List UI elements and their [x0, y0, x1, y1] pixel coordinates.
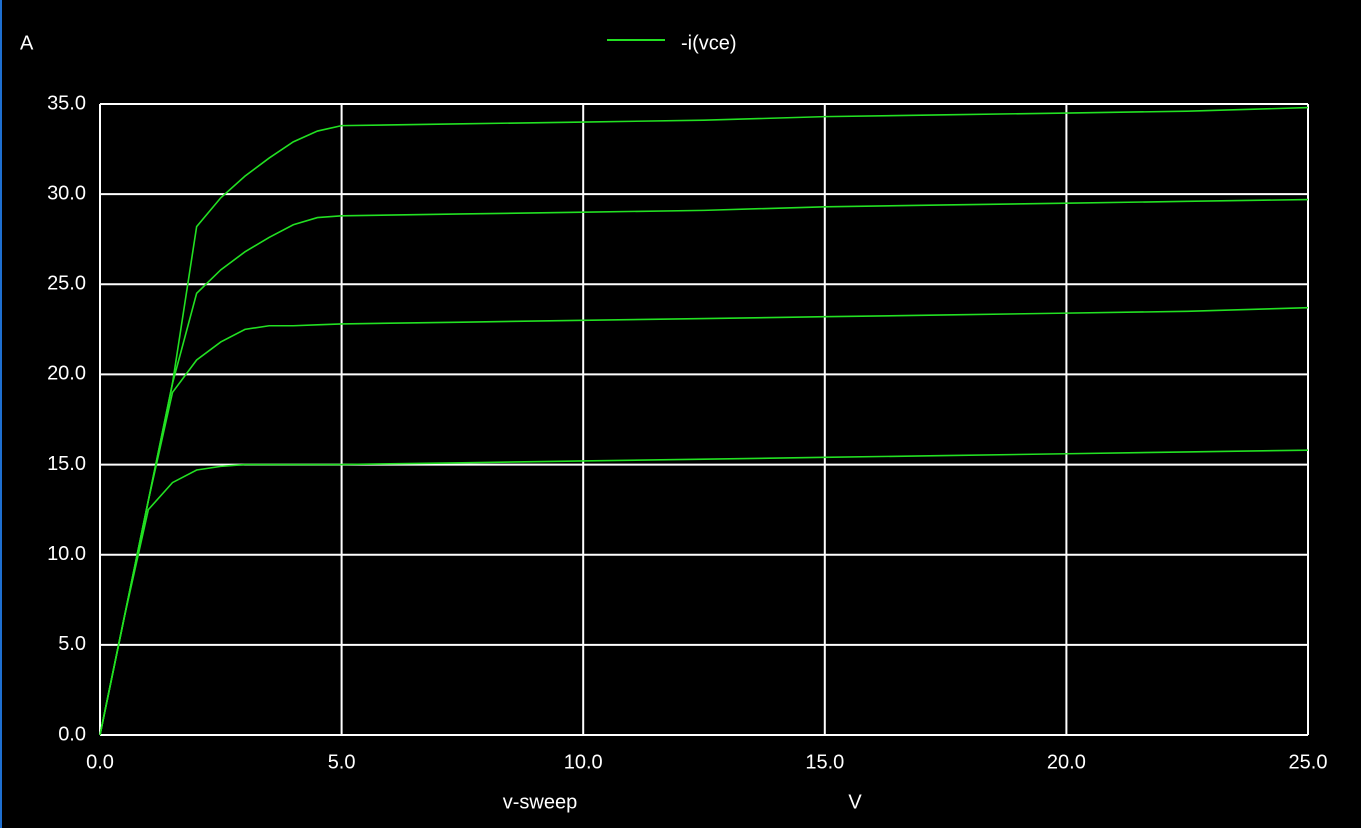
y-tick-label: 5.0: [58, 633, 86, 655]
x-tick-label: 15.0: [805, 751, 844, 773]
legend-label: -i(vce): [681, 32, 737, 54]
y-tick-label: 25.0: [47, 273, 86, 295]
y-unit: A: [20, 32, 34, 54]
y-tick-label: 0.0: [58, 723, 86, 745]
series-line: [99, 106, 1309, 736]
x-label: v-sweep: [503, 791, 577, 813]
series-line: [99, 306, 1309, 736]
x-tick-label: 5.0: [328, 751, 356, 773]
y-tick-label: 15.0: [47, 453, 86, 475]
y-tick-label: 35.0: [47, 92, 86, 114]
x-unit: V: [848, 791, 862, 813]
y-tick-label: 20.0: [47, 363, 86, 385]
y-tick-label: 30.0: [47, 182, 86, 204]
y-tick-label: 10.0: [47, 543, 86, 565]
x-tick-label: 0.0: [86, 751, 114, 773]
series-line: [99, 449, 1309, 736]
x-tick-label: 25.0: [1289, 751, 1328, 773]
x-tick-label: 10.0: [564, 751, 603, 773]
x-tick-label: 20.0: [1047, 751, 1086, 773]
